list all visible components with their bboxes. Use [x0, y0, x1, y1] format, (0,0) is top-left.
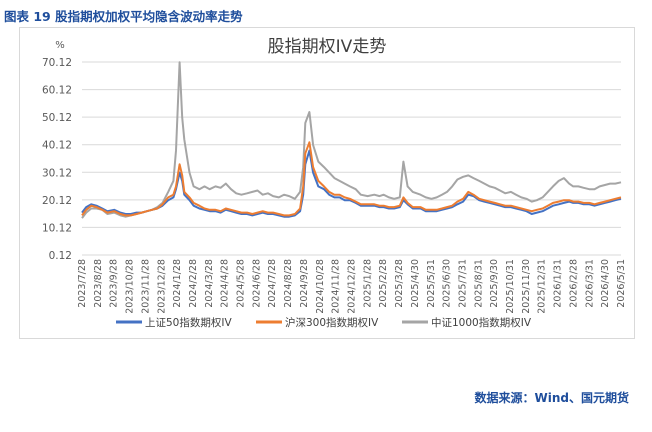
x-tick-label: 2025/12/31 — [537, 259, 548, 314]
series-line-1 — [81, 149, 622, 218]
x-tick-labels: 2023/7/28 2023/8/28 2023/9/28 2023/10/28 202… — [77, 259, 627, 314]
x-tick-label: 2025/10/31 — [505, 259, 516, 314]
x-tick-label: 2024/9/28 — [299, 259, 310, 308]
x-tick-label: 2024/5/28 — [236, 259, 247, 308]
legend-label: 上证50指数期权IV — [145, 316, 232, 329]
figure-caption: 图表 19 股指期权加权平均隐含波动率走势 — [4, 9, 243, 24]
x-tick-label: 2024/11/28 — [331, 259, 342, 314]
y-tick-label: 10.12 — [42, 222, 72, 234]
x-tick-label: 2025/7/31 — [457, 259, 468, 308]
x-tick-label: 2025/1/28 — [362, 259, 373, 308]
iv-line-chart: 股指期权IV走势 % 0.12 10.12 20.12 30.12 40.12 50.12… — [42, 37, 627, 329]
y-tick-label: 70.12 — [42, 57, 72, 69]
x-tick-label: 2026/3/31 — [584, 259, 595, 308]
x-tick-label: 2024/6/28 — [251, 259, 262, 308]
y-axis-unit: % — [55, 40, 65, 51]
x-tick-label: 2024/3/28 — [204, 259, 215, 308]
x-tick-label: 2025/6/30 — [442, 259, 453, 308]
x-tick-label: 2023/7/28 — [77, 259, 88, 308]
x-tick-label: 2026/5/31 — [616, 259, 627, 308]
source-note: 数据来源：Wind、国元期货 — [474, 391, 629, 405]
x-tick-label: 2025/5/31 — [426, 259, 437, 308]
x-tick-label: 2023/11/28 — [140, 259, 151, 314]
x-tick-label: 2025/2/28 — [378, 259, 389, 308]
x-tick-label: 2023/8/28 — [93, 259, 104, 308]
x-tick-label: 2025/8/31 — [473, 259, 484, 308]
x-tick-label: 2023/9/28 — [109, 259, 120, 308]
y-tick-label: 20.12 — [42, 195, 72, 207]
y-tick-label: 60.12 — [42, 85, 72, 97]
y-tick-label: 40.12 — [42, 140, 72, 152]
x-tick-label: 2025/4/30 — [410, 259, 421, 308]
x-tick-label: 2025/11/30 — [521, 259, 532, 314]
y-tick-label: 0.12 — [49, 250, 72, 262]
x-tick-label: 2024/10/28 — [315, 259, 326, 314]
x-tick-label: 2026/4/30 — [600, 259, 611, 308]
gridlines — [82, 61, 621, 256]
x-tick-label: 2026/2/28 — [568, 259, 579, 308]
legend-label: 中证1000指数期权IV — [431, 316, 532, 329]
x-tick-label: 2025/9/30 — [489, 259, 500, 308]
x-tick-label: 2023/12/28 — [156, 259, 167, 314]
x-tick-label: 2024/4/28 — [220, 259, 231, 308]
x-tick-label: 2024/1/28 — [172, 259, 183, 308]
legend-label: 沪深300指数期权IV — [285, 316, 379, 329]
y-tick-labels: 0.12 10.12 20.12 30.12 40.12 50.12 60.12 70.12 — [42, 57, 72, 262]
x-tick-label: 2023/10/28 — [125, 259, 136, 314]
x-tick-label: 2024/2/28 — [188, 259, 199, 308]
y-tick-label: 50.12 — [42, 112, 72, 124]
x-tick-label: 2024/7/28 — [267, 259, 278, 308]
chart-frame: 股指期权IV走势 % 0.12 10.12 20.12 30.12 40.12 50.12… — [19, 27, 635, 339]
series-line-2 — [81, 141, 622, 217]
legend: 上证50指数期权IV 沪深300指数期权IV 中证1000指数期权IV — [116, 316, 532, 329]
x-tick-label: 2026/1/31 — [553, 259, 564, 308]
x-tick-label: 2024/12/28 — [347, 259, 358, 314]
series-line-3 — [81, 61, 622, 219]
series-lines — [81, 61, 622, 219]
x-tick-label: 2024/8/28 — [283, 259, 294, 308]
y-tick-label: 30.12 — [42, 167, 72, 179]
chart-title: 股指期权IV走势 — [268, 37, 387, 57]
x-tick-label: 2025/3/28 — [394, 259, 405, 308]
